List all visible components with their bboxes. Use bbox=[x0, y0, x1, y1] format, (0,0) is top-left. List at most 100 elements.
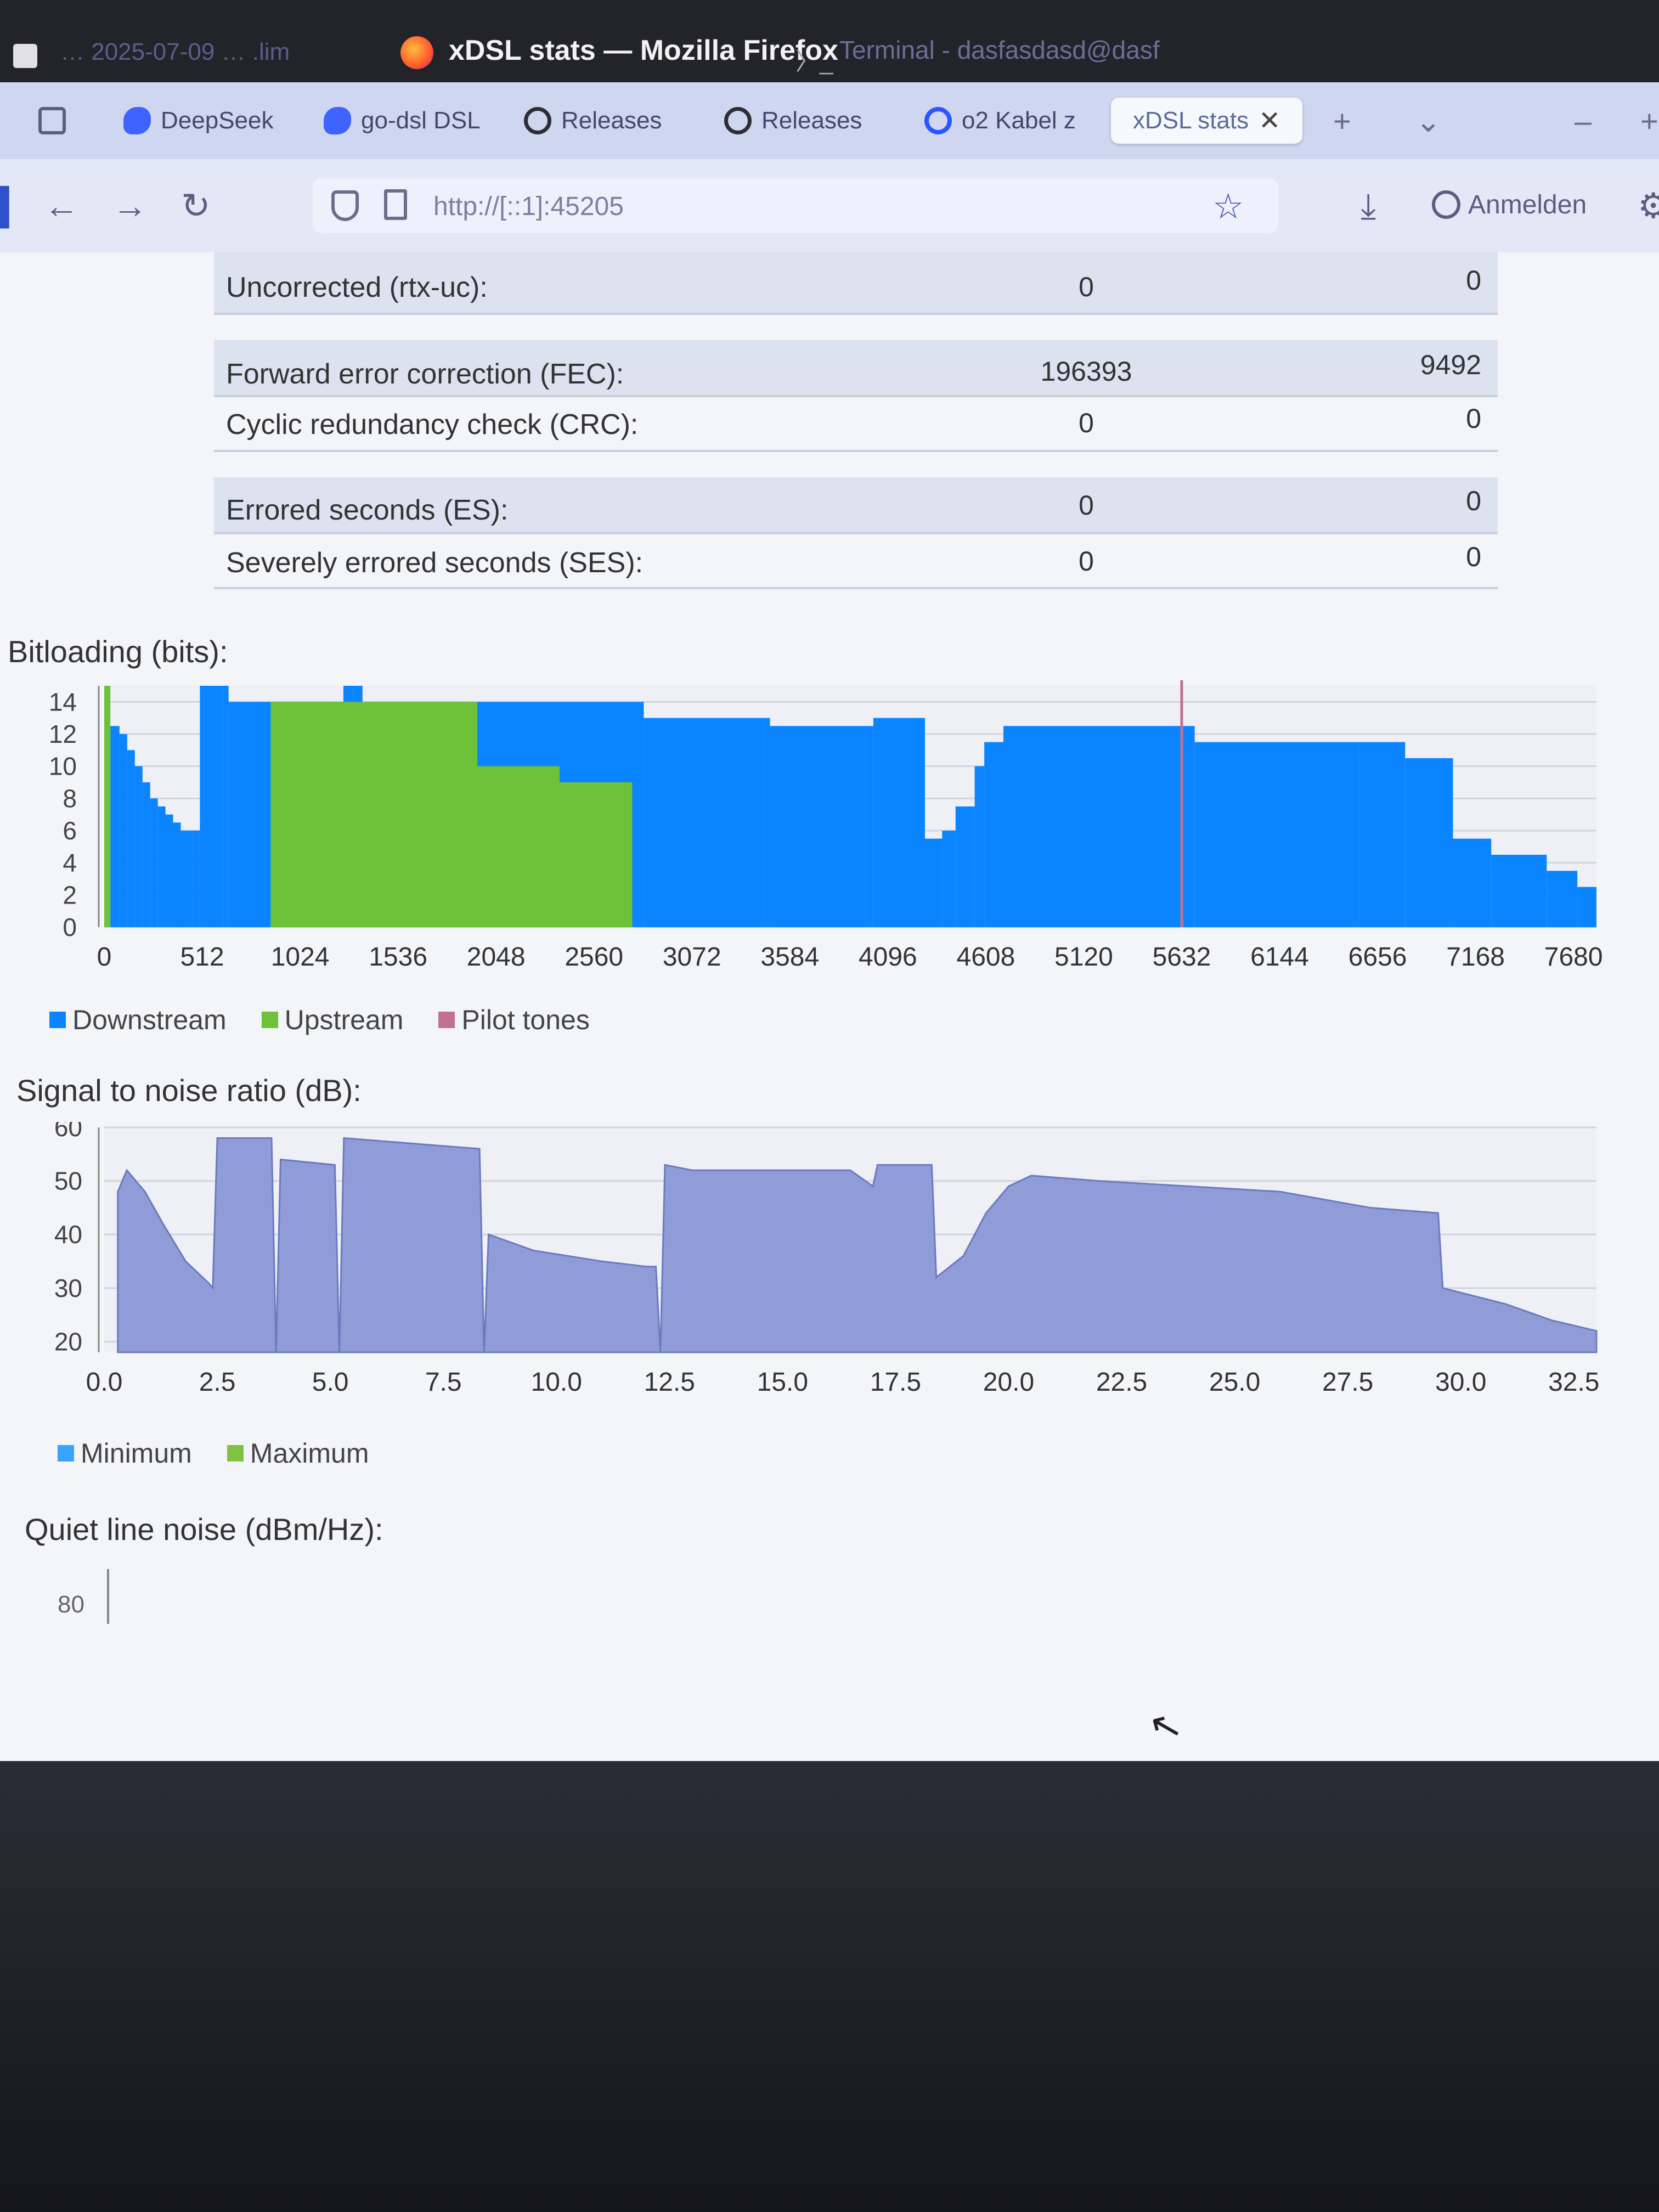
page-content: Uncorrected (rtx-uc): 0 0 Forward error … bbox=[0, 252, 1659, 1761]
bitloading-bar bbox=[923, 718, 925, 927]
page-info-icon[interactable] bbox=[384, 189, 407, 220]
tab-list-button[interactable] bbox=[38, 98, 66, 144]
bitloading-bar bbox=[984, 742, 1003, 927]
bitloading-bar bbox=[330, 702, 477, 927]
tab-o2-kabel[interactable]: o2 Kabel z bbox=[924, 98, 1076, 144]
tab-releases-2[interactable]: Releases bbox=[724, 98, 862, 144]
close-tab-icon[interactable]: ✕ bbox=[1259, 106, 1281, 136]
laptop-bezel bbox=[0, 1761, 1659, 2212]
legend-item-pilot[interactable]: Pilot tones bbox=[438, 1004, 590, 1036]
x-tick-label: 7168 bbox=[1446, 943, 1505, 972]
snr-title: Signal to noise ratio (dB): bbox=[16, 1073, 362, 1108]
bitloading-bar bbox=[223, 686, 229, 927]
tab-go-dsl[interactable]: go-dsl DSL bbox=[324, 98, 481, 144]
legend-item-minimum[interactable]: Minimum bbox=[58, 1437, 192, 1469]
url-text[interactable]: http://[::1]:45205 bbox=[433, 192, 624, 221]
address-bar[interactable]: http://[::1]:45205 ☆ bbox=[313, 178, 1278, 233]
y-tick-label: 50 bbox=[54, 1167, 82, 1195]
bitloading-bar bbox=[173, 822, 181, 927]
o2-icon bbox=[924, 107, 952, 134]
y-tick-label: 14 bbox=[49, 687, 77, 716]
bitloading-bar bbox=[192, 831, 200, 927]
github-icon bbox=[724, 107, 752, 134]
bitloading-legend: Downstream Upstream Pilot tones bbox=[49, 1004, 590, 1036]
qln-y-tick: 80 bbox=[58, 1591, 84, 1618]
app-menu-icon[interactable] bbox=[13, 44, 37, 68]
legend-swatch bbox=[49, 1012, 66, 1028]
stats-label: Severely errored seconds (SES): bbox=[226, 547, 644, 579]
x-tick-label: 2048 bbox=[467, 943, 526, 972]
firefox-logo-icon bbox=[400, 36, 433, 69]
x-tick-label: 0 bbox=[97, 943, 112, 972]
tab-xdsl-stats[interactable]: xDSL stats ✕ bbox=[1111, 98, 1303, 144]
x-tick-label: 5.0 bbox=[312, 1368, 349, 1397]
forward-button[interactable]: → bbox=[112, 186, 148, 225]
stats-row-crc: Cyclic redundancy check (CRC): 0 0 bbox=[214, 397, 1498, 452]
tracking-protection-icon[interactable] bbox=[331, 190, 359, 221]
bitloading-bar bbox=[1183, 726, 1195, 927]
bitloading-bar bbox=[150, 798, 158, 927]
x-tick-label: 2.5 bbox=[199, 1368, 236, 1397]
legend-item-upstream[interactable]: Upstream bbox=[261, 1004, 404, 1036]
stats-downstream-value: 0 bbox=[1079, 546, 1094, 577]
stats-upstream-value: 0 bbox=[1466, 541, 1481, 572]
stats-downstream-value: 196393 bbox=[1040, 356, 1132, 387]
bitloading-bar bbox=[157, 806, 166, 927]
bookmark-star-icon[interactable]: ☆ bbox=[1212, 187, 1244, 226]
sidebar-icon[interactable]: ▌ bbox=[0, 186, 22, 225]
x-tick-label: 20.0 bbox=[983, 1368, 1034, 1397]
legend-label: Pilot tones bbox=[461, 1005, 590, 1035]
legend-swatch bbox=[438, 1012, 455, 1028]
x-tick-label: 22.5 bbox=[1096, 1368, 1147, 1397]
extensions-icon[interactable]: ⚙ bbox=[1638, 186, 1659, 225]
tab-label: go-dsl DSL bbox=[361, 107, 481, 134]
x-tick-label: 15.0 bbox=[757, 1368, 808, 1397]
signin-button[interactable]: Anmelden bbox=[1432, 180, 1587, 229]
stats-upstream-value: 0 bbox=[1466, 265, 1481, 296]
y-tick-label: 2 bbox=[63, 881, 77, 909]
y-tick-label: 6 bbox=[63, 816, 77, 845]
bitloading-bar bbox=[127, 750, 135, 927]
snr-legend: Minimum Maximum bbox=[58, 1437, 369, 1469]
maximize-icon[interactable]: + bbox=[1640, 104, 1658, 138]
background-window-title[interactable]: … 2025-07-09 … .lim bbox=[60, 38, 290, 65]
stats-downstream-value: 0 bbox=[1079, 408, 1094, 438]
bitloading-bar bbox=[1359, 742, 1406, 927]
x-tick-label: 32.5 bbox=[1548, 1368, 1599, 1397]
new-tab-icon[interactable]: + bbox=[1333, 104, 1351, 138]
x-tick-label: 1024 bbox=[271, 943, 330, 972]
minimize-icon[interactable]: – bbox=[1575, 104, 1592, 138]
x-tick-label: 4096 bbox=[859, 943, 917, 972]
x-tick-label: 12.5 bbox=[644, 1368, 695, 1397]
legend-label: Upstream bbox=[284, 1005, 404, 1035]
bitloading-title: Bitloading (bits): bbox=[8, 634, 228, 669]
stats-label: Cyclic redundancy check (CRC): bbox=[226, 409, 639, 441]
mouse-cursor-icon: ↖ bbox=[1144, 1701, 1187, 1751]
bitloading-bar bbox=[270, 702, 330, 927]
x-tick-label: 10.0 bbox=[531, 1368, 582, 1397]
x-tick-label: 3072 bbox=[663, 943, 721, 972]
x-tick-label: 5632 bbox=[1153, 943, 1211, 972]
stats-row-uncorrected: Uncorrected (rtx-uc): 0 0 bbox=[214, 252, 1498, 315]
stats-downstream-value: 0 bbox=[1079, 490, 1094, 521]
window-titlebar: … 2025-07-09 … .lim xDSL stats — Mozilla… bbox=[0, 0, 1659, 82]
download-icon[interactable]: ⤓ bbox=[1361, 186, 1376, 225]
bitloading-bar bbox=[764, 718, 770, 927]
deepseek-icon bbox=[123, 107, 151, 134]
reload-button[interactable]: ↻ bbox=[181, 186, 211, 225]
tab-deepseek[interactable]: DeepSeek bbox=[123, 98, 273, 144]
terminal-window-title[interactable]: Terminal - dasfasdasd@dasf bbox=[839, 36, 1160, 64]
tab-releases-1[interactable]: Releases bbox=[524, 98, 662, 144]
snr-chart: 20 30 40 50 60 0.0 2.5 5.0 7.5 10.0 12.5 15.0 17.5 20… bbox=[54, 1122, 1600, 1397]
bitloading-bar bbox=[180, 831, 193, 927]
stats-upstream-value: 9492 bbox=[1420, 349, 1481, 380]
back-button[interactable]: ← bbox=[44, 186, 79, 225]
navigation-toolbar: ▌ ← → ↻ http://[::1]:45205 ☆ ⤓ Anmelden … bbox=[0, 159, 1659, 252]
chevron-down-icon[interactable]: ⌄ bbox=[1415, 104, 1441, 138]
laptop-screen: … 2025-07-09 … .lim xDSL stats — Mozilla… bbox=[0, 0, 1659, 1761]
legend-item-downstream[interactable]: Downstream bbox=[49, 1004, 227, 1036]
legend-item-maximum[interactable]: Maximum bbox=[227, 1437, 369, 1469]
stats-label: Errored seconds (ES): bbox=[226, 494, 509, 526]
bitloading-bar bbox=[974, 766, 985, 927]
bitloading-bar bbox=[955, 806, 975, 927]
